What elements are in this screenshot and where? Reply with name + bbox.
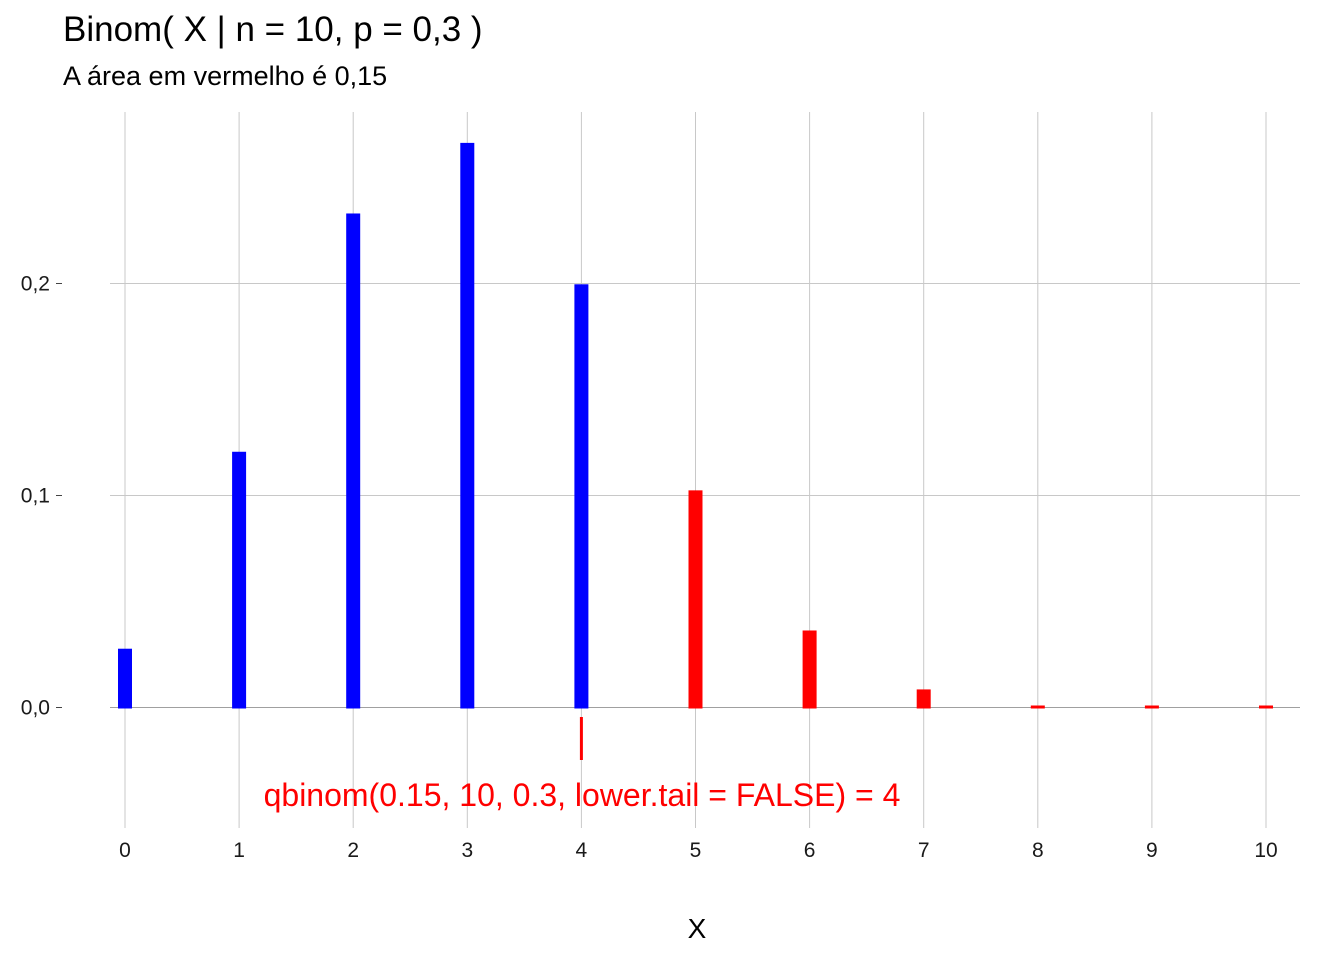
x-tick-label: 10	[1254, 839, 1277, 862]
y-tick-label: 0,1	[21, 485, 50, 508]
bar	[346, 213, 361, 709]
x-tick-label: 8	[1032, 839, 1044, 862]
x-tick-label: 2	[347, 839, 359, 862]
bar-highlight	[688, 490, 703, 709]
x-tick-label: 0	[119, 839, 131, 862]
x-gridlines	[124, 112, 1267, 828]
y-gridlines	[110, 283, 1300, 708]
x-tick-label: 5	[690, 839, 702, 862]
bar-highlight	[1030, 705, 1045, 709]
bar	[460, 142, 475, 709]
annotation-label: qbinom(0.15, 10, 0.3, lower.tail = FALSE…	[264, 777, 901, 813]
x-tick-label: 3	[461, 839, 473, 862]
x-tick-label: 6	[804, 839, 816, 862]
x-axis: 0 1 2 3 4 5 6 7 8 9 10	[119, 839, 1278, 862]
x-tick-label: 9	[1146, 839, 1158, 862]
bar	[118, 648, 132, 709]
x-tick-label: 1	[233, 839, 245, 862]
x-axis-title: X	[688, 913, 707, 944]
y-tick-label: 0,2	[21, 273, 50, 296]
bar-highlight	[916, 689, 931, 709]
x-tick-label: 7	[918, 839, 930, 862]
y-tick-label: 0,0	[21, 697, 50, 720]
chart-subtitle: A área em vermelho é 0,15	[63, 61, 388, 91]
annotation: qbinom(0.15, 10, 0.3, lower.tail = FALSE…	[264, 717, 901, 813]
bar-highlight	[1144, 705, 1159, 709]
bar-highlight	[802, 630, 817, 709]
chart-title: Binom( X | n = 10, p = 0,3 )	[63, 10, 483, 49]
bar	[574, 284, 589, 709]
x-tick-label: 4	[576, 839, 588, 862]
bar-highlight	[1259, 705, 1273, 709]
y-axis: 0,0 0,1 0,2	[21, 273, 62, 720]
bars	[118, 142, 1273, 709]
bar	[232, 451, 247, 709]
